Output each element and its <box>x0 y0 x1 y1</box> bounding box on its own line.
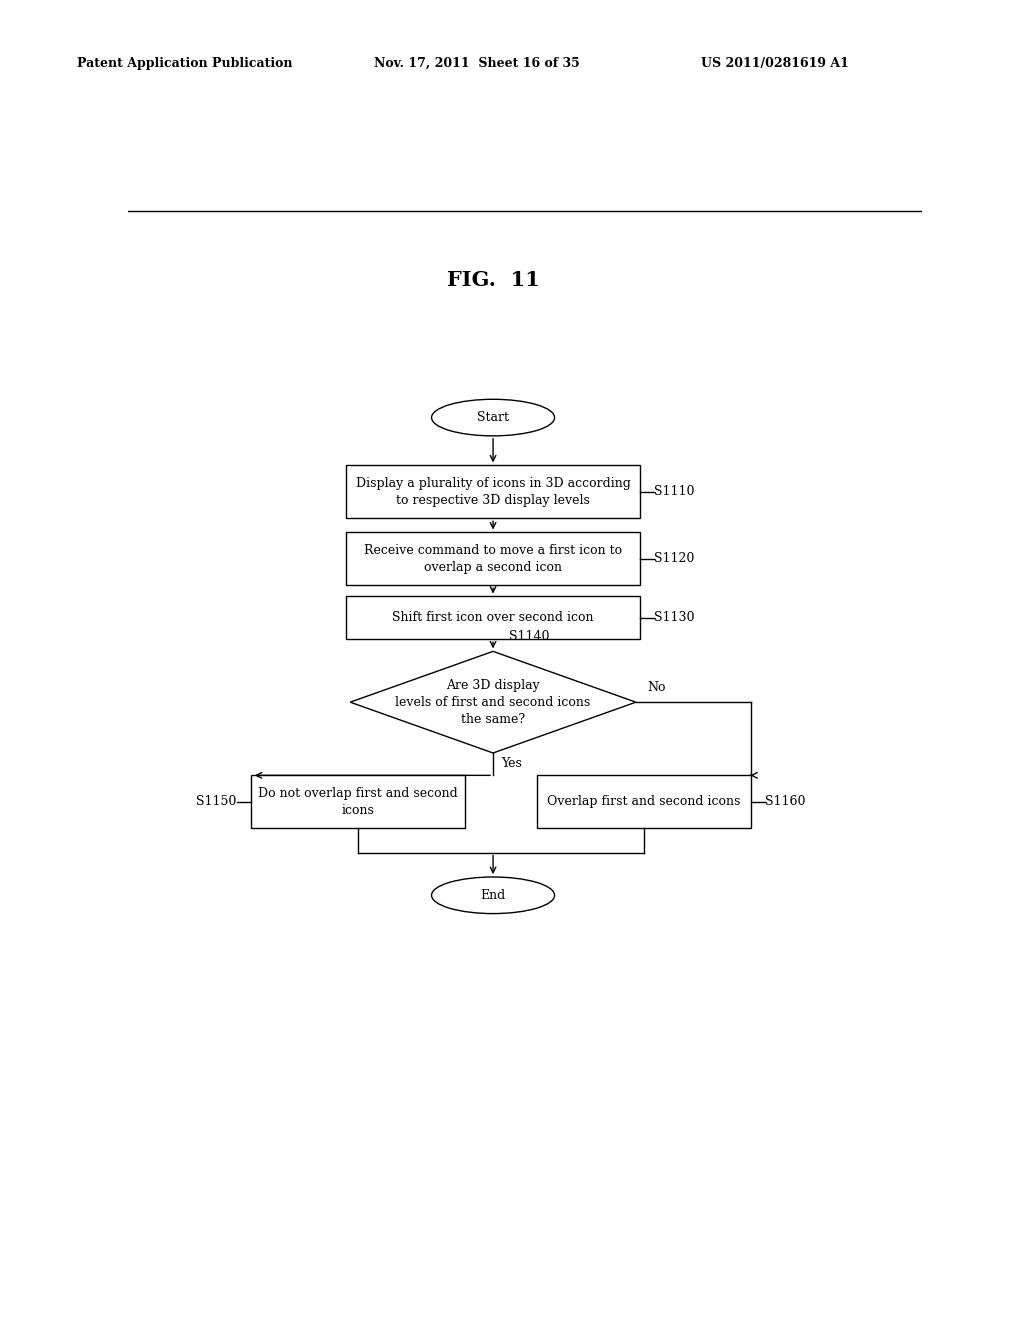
Ellipse shape <box>431 399 555 436</box>
Text: Shift first icon over second icon: Shift first icon over second icon <box>392 611 594 624</box>
Text: Are 3D display
levels of first and second icons
the same?: Are 3D display levels of first and secon… <box>395 678 591 726</box>
Text: S1130: S1130 <box>654 611 694 624</box>
Text: Receive command to move a first icon to
overlap a second icon: Receive command to move a first icon to … <box>364 544 623 574</box>
Text: S1140: S1140 <box>509 630 550 643</box>
Text: Display a plurality of icons in 3D according
to respective 3D display levels: Display a plurality of icons in 3D accor… <box>355 477 631 507</box>
Text: FIG.  11: FIG. 11 <box>446 271 540 290</box>
Bar <box>251 775 465 828</box>
Polygon shape <box>350 651 636 752</box>
Bar <box>537 775 751 828</box>
Ellipse shape <box>431 876 555 913</box>
Text: Patent Application Publication: Patent Application Publication <box>77 57 292 70</box>
Bar <box>346 532 640 585</box>
Text: S1160: S1160 <box>765 795 806 808</box>
Text: Yes: Yes <box>501 758 522 770</box>
Text: Start: Start <box>477 411 509 424</box>
Text: No: No <box>648 681 667 694</box>
Text: S1110: S1110 <box>654 486 694 498</box>
Text: End: End <box>480 888 506 902</box>
Text: Do not overlap first and second
icons: Do not overlap first and second icons <box>258 787 458 817</box>
Text: S1150: S1150 <box>197 795 237 808</box>
Text: US 2011/0281619 A1: US 2011/0281619 A1 <box>701 57 849 70</box>
Bar <box>346 466 640 519</box>
Text: S1120: S1120 <box>654 552 694 565</box>
Text: Nov. 17, 2011  Sheet 16 of 35: Nov. 17, 2011 Sheet 16 of 35 <box>374 57 580 70</box>
Bar <box>346 597 640 639</box>
Text: Overlap first and second icons: Overlap first and second icons <box>547 795 740 808</box>
